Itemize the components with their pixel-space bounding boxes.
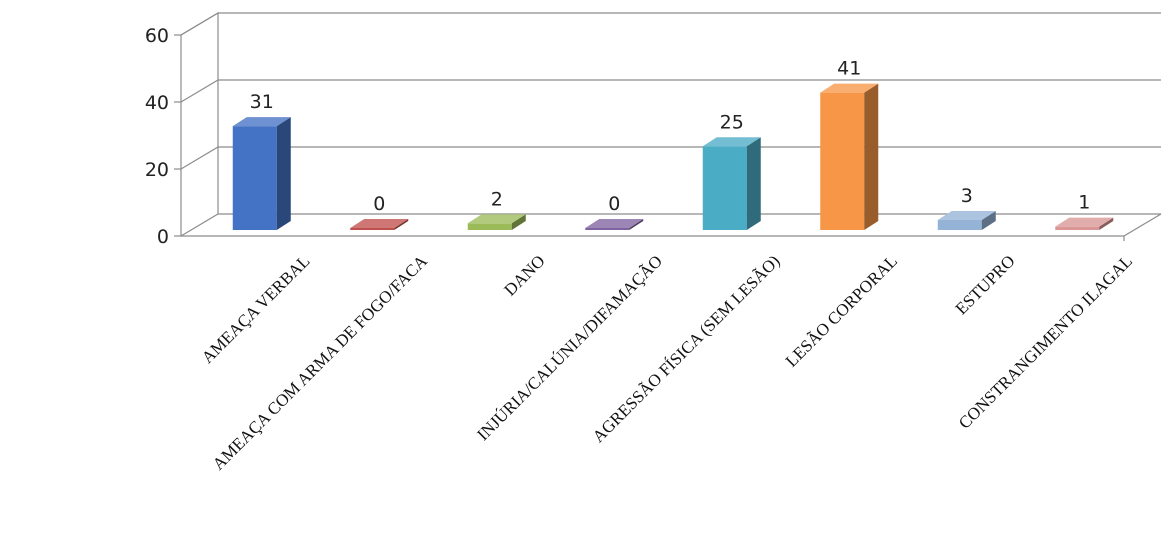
y-tick-label: 60 xyxy=(145,25,169,47)
data-label: 25 xyxy=(720,111,744,133)
bar xyxy=(232,117,291,230)
bar xyxy=(467,214,526,230)
gridline xyxy=(180,79,1161,103)
data-label: 1 xyxy=(1078,192,1090,214)
y-axis-ticks: 0 20 40 60 xyxy=(145,25,169,248)
data-label: 3 xyxy=(961,185,973,207)
gridline xyxy=(180,12,1161,36)
gridline xyxy=(180,146,1161,170)
bar xyxy=(585,219,644,230)
category-label: ESTUPRO xyxy=(952,251,1019,318)
category-label: INJÚRIA/CALÚNIA/DIFAMAÇÃO xyxy=(473,251,666,444)
bars xyxy=(232,83,1114,231)
bar xyxy=(937,210,996,230)
data-label: 41 xyxy=(837,58,861,80)
data-label: 31 xyxy=(250,91,274,113)
data-label: 0 xyxy=(608,193,620,215)
data-label: 0 xyxy=(373,193,385,215)
bar xyxy=(350,219,409,230)
category-label: DANO xyxy=(500,251,548,299)
bar xyxy=(820,83,879,231)
y-tick-label: 0 xyxy=(157,226,169,248)
gridlines xyxy=(174,11,1162,241)
data-label: 2 xyxy=(491,188,503,210)
gridline xyxy=(180,213,1161,237)
category-label: LESÃO CORPORAL xyxy=(782,251,901,370)
category-label: AMEAÇA VERBAL xyxy=(198,251,314,367)
y-tick-label: 20 xyxy=(145,159,169,181)
category-label: AGRESSÃO FÍSICA (SEM LESÃO) xyxy=(589,251,784,446)
bar xyxy=(702,137,761,230)
y-tick-label: 40 xyxy=(145,92,169,114)
category-label: AMEAÇA COM ARMA DE FOGO/FACA xyxy=(209,251,432,474)
bar xyxy=(1055,217,1114,230)
